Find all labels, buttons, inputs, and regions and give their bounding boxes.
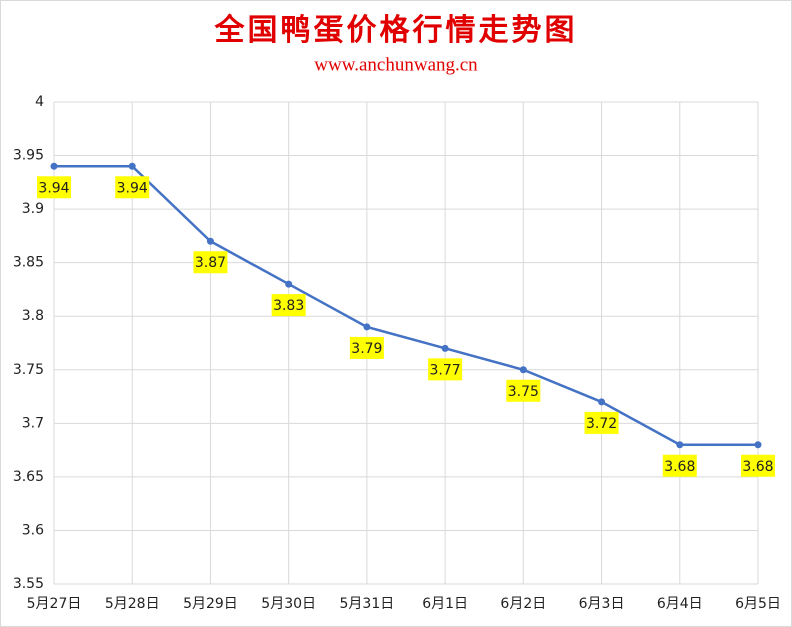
data-label-box <box>115 176 150 199</box>
data-label: 3.77 <box>430 362 461 378</box>
data-label-box <box>193 251 228 274</box>
data-point <box>754 441 762 449</box>
x-tick-label: 5月31日 <box>340 596 395 612</box>
data-label-group: 3.75 <box>506 379 541 402</box>
data-point <box>50 162 58 170</box>
y-tick-label: 3.55 <box>13 576 44 592</box>
data-label: 3.87 <box>195 255 226 271</box>
data-point <box>206 237 214 245</box>
data-point <box>441 344 449 352</box>
x-tick-label: 5月29日 <box>183 596 238 612</box>
data-label-box <box>37 176 71 199</box>
data-point <box>363 323 371 331</box>
data-label: 3.68 <box>742 459 773 475</box>
x-tick-label: 5月27日 <box>27 596 82 612</box>
data-label: 3.83 <box>273 298 304 314</box>
data-label-group: 3.72 <box>584 411 619 434</box>
data-label-group: 3.79 <box>349 336 384 359</box>
x-tick-label: 6月4日 <box>657 596 703 612</box>
data-label-group: 3.94 <box>37 176 71 199</box>
y-tick-label: 3.7 <box>22 415 44 431</box>
series-line <box>54 165 758 447</box>
data-point <box>128 162 136 170</box>
data-label-box <box>349 336 384 359</box>
y-tick-label: 3.9 <box>22 201 44 217</box>
y-tick-label: 3.95 <box>13 148 44 164</box>
data-label: 3.94 <box>117 180 148 196</box>
y-tick-label: 3.8 <box>22 308 44 324</box>
x-tick-label: 6月1日 <box>422 596 468 612</box>
data-label: 3.79 <box>351 341 382 357</box>
data-label: 3.94 <box>38 180 69 196</box>
x-tick-label: 5月28日 <box>105 596 160 612</box>
x-tick-label: 5月30日 <box>261 596 316 612</box>
data-label-group: 3.77 <box>428 358 463 381</box>
data-label: 3.75 <box>508 384 539 400</box>
chart-title: 全国鸭蛋价格行情走势图 <box>214 13 578 48</box>
data-point <box>676 441 684 449</box>
x-tick-label: 6月2日 <box>500 596 546 612</box>
data-label-box <box>271 294 306 317</box>
data-label-group: 3.68 <box>662 454 697 477</box>
y-tick-label: 3.65 <box>13 469 44 485</box>
data-label-group: 3.83 <box>271 294 306 317</box>
y-tick-label: 4 <box>35 94 44 110</box>
data-label-group: 3.68 <box>741 454 775 477</box>
data-label-box <box>741 454 775 477</box>
data-label-group: 3.87 <box>193 251 228 274</box>
x-tick-label: 6月5日 <box>735 596 781 612</box>
data-label: 3.68 <box>664 459 695 475</box>
data-label-box <box>662 454 697 477</box>
data-point <box>519 366 527 374</box>
data-label-box <box>506 379 541 402</box>
y-tick-label: 3.85 <box>13 255 44 271</box>
x-tick-label: 6月3日 <box>579 596 625 612</box>
data-label-box <box>584 411 619 434</box>
data-label: 3.72 <box>586 416 617 432</box>
data-label-box <box>428 358 463 381</box>
data-label-group: 3.94 <box>115 176 150 199</box>
y-tick-label: 3.75 <box>13 362 44 378</box>
y-tick-label: 3.6 <box>22 522 44 538</box>
chart-subtitle: www.anchunwang.cn <box>314 54 478 75</box>
data-point <box>598 398 606 406</box>
data-point <box>285 280 293 288</box>
